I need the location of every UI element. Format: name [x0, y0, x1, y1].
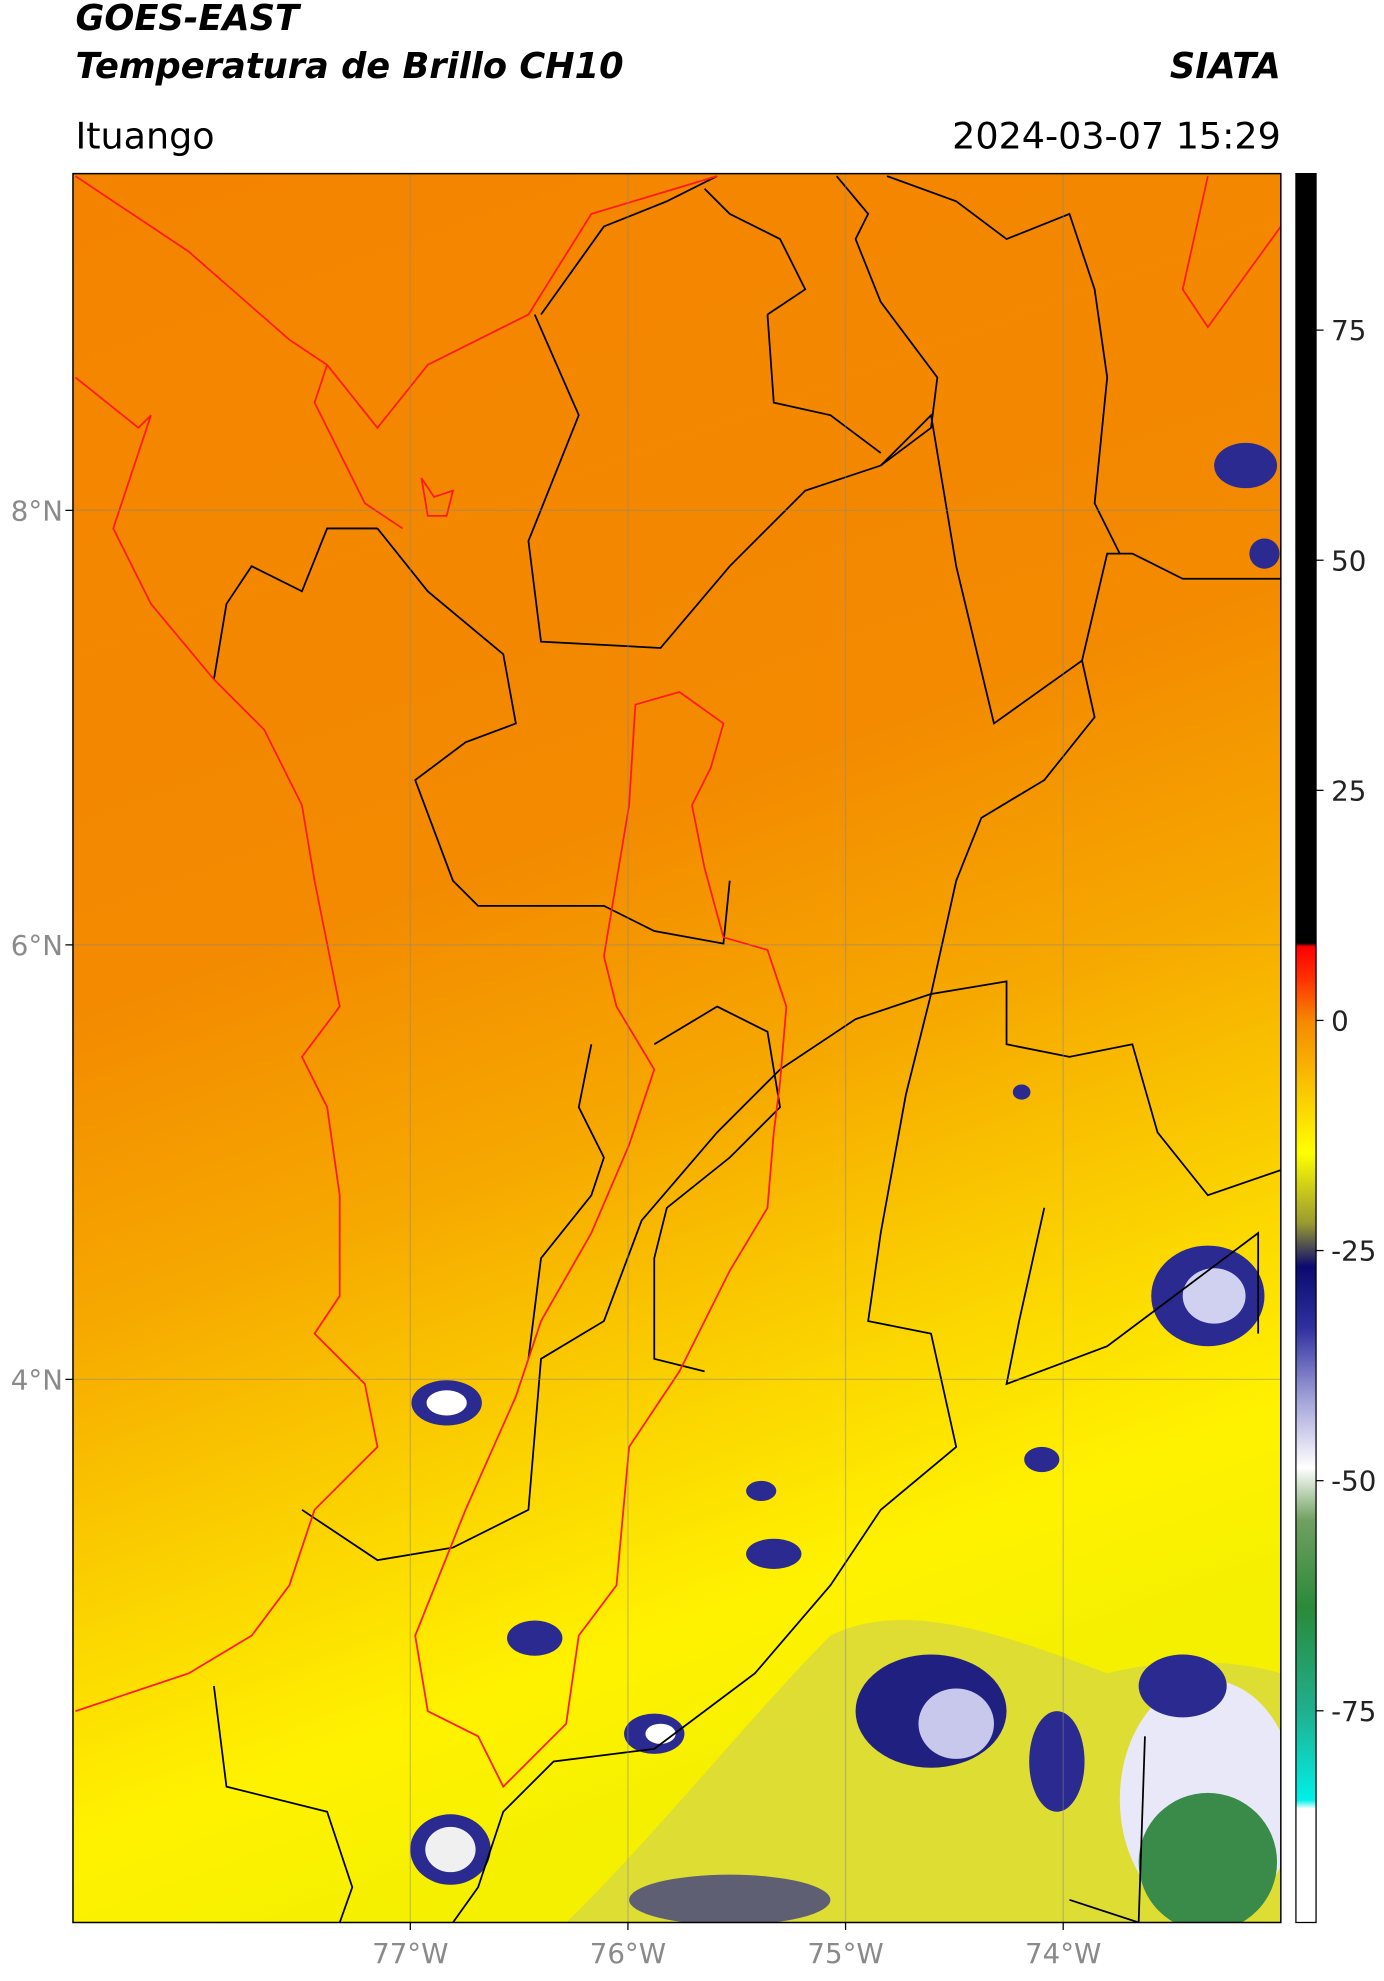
borders — [213, 175, 1281, 1923]
cold-clouds — [410, 442, 1281, 1923]
x-tick-label: 76°W — [590, 1937, 666, 1970]
y-tick-label: 6°N — [11, 929, 63, 962]
coastline-and-basin — [74, 175, 1281, 1789]
colorbar-tick-label: 0 — [1331, 1005, 1349, 1038]
title: GOES-EAST — [75, 0, 302, 39]
colorbar-tick-label: -50 — [1331, 1465, 1376, 1498]
subtitle: Temperatura de Brillo CH10 — [75, 46, 623, 87]
colorbar-tick-label: 25 — [1331, 774, 1366, 807]
colorbar-tick-label: 50 — [1331, 544, 1366, 577]
colorbar — [1295, 172, 1317, 1924]
y-tick-label: 8°N — [11, 494, 63, 527]
colorbar-tick-label: -25 — [1331, 1235, 1376, 1268]
x-tick-label: 74°W — [1025, 1937, 1101, 1970]
x-tick-label: 75°W — [807, 1937, 883, 1970]
y-tick-label: 4°N — [11, 1363, 63, 1396]
map-frame — [72, 172, 1282, 1924]
colorbar-tick-label: -75 — [1331, 1695, 1376, 1728]
colorbar-tick-label: 75 — [1331, 314, 1366, 347]
source: SIATA — [1170, 46, 1281, 87]
axes: 77°W 76°W 75°W 74°W 8°N 6°N 4°N 75 50 25 0 -25 -50 -7… — [11, 314, 1377, 1970]
location: Ituango — [75, 114, 214, 157]
map-field — [72, 173, 1281, 1923]
field — [72, 173, 1281, 1923]
x-tick-label: 77°W — [372, 1937, 448, 1970]
grid — [72, 173, 1281, 1923]
datetime: 2024-03-07 15:29 — [952, 114, 1281, 157]
